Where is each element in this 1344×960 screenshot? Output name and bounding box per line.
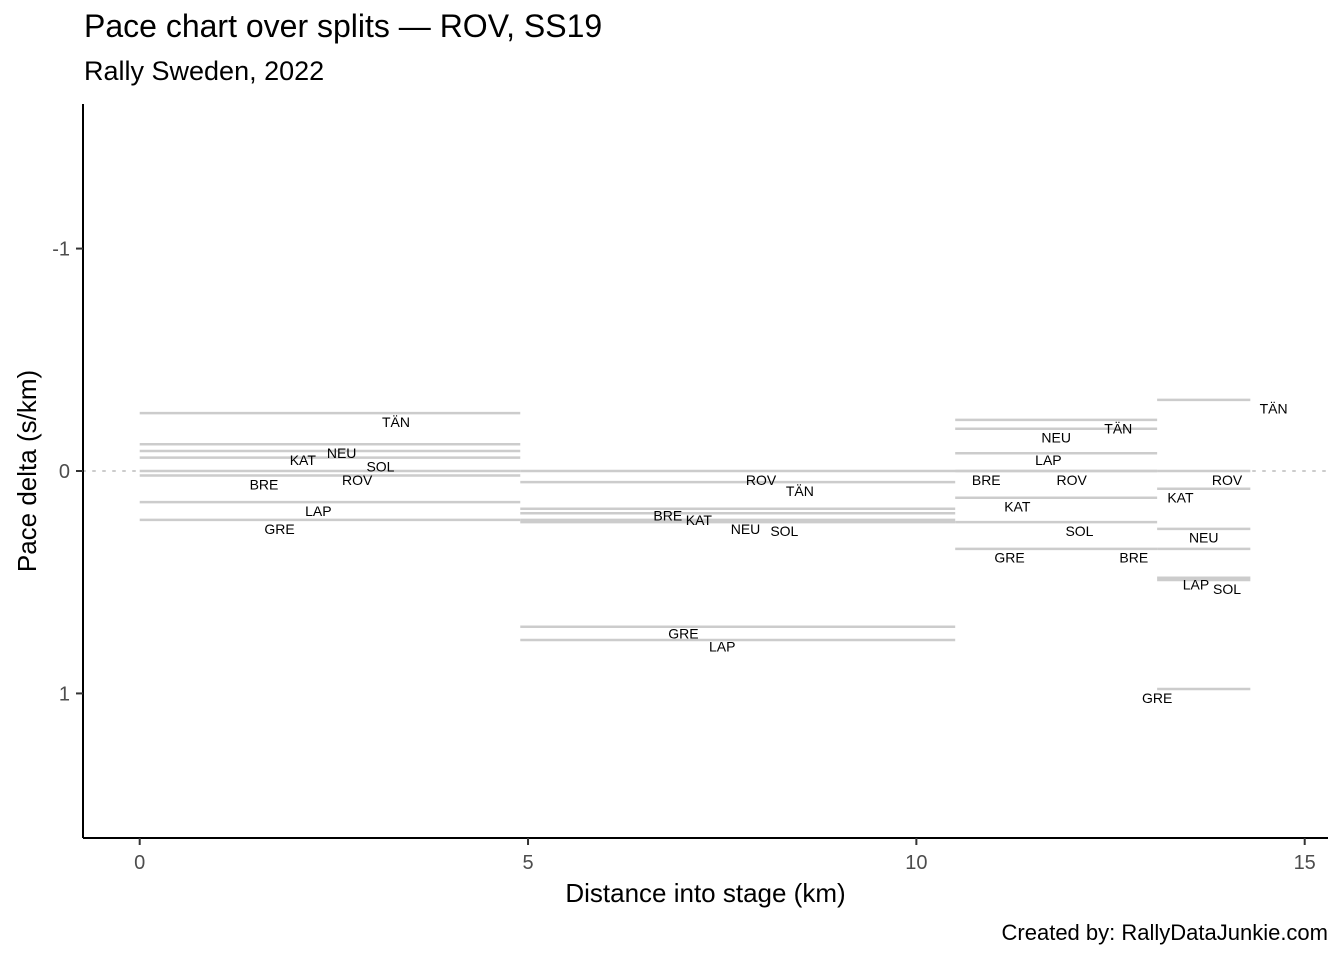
segment-label-KAT-split-2: KAT: [686, 512, 713, 528]
x-tick-label: 0: [134, 852, 145, 874]
segment-label-LAP-split-3: LAP: [1035, 452, 1061, 468]
plot-area: TÄN TÄN TÄN TÄN NEU NEU NEU NEU KAT KAT KAT KAT SOL S…: [82, 398, 1329, 706]
segment-label-GRE-split-3: GRE: [994, 550, 1024, 566]
segment-label-SOL-split-3: SOL: [1065, 523, 1093, 539]
x-tick-label: 10: [905, 852, 927, 874]
segment-label-ROV-split-2: ROV: [746, 472, 777, 488]
segment-labels-group: TÄN TÄN TÄN TÄN NEU NEU NEU NEU KAT KAT KAT KAT SOL S…: [250, 401, 1288, 706]
chart-subtitle: Rally Sweden, 2022: [84, 56, 325, 86]
segment-label-LAP-split-4: LAP: [1183, 576, 1209, 592]
x-tick-label: 15: [1294, 852, 1316, 874]
segment-label-GRE-split-4: GRE: [1142, 690, 1172, 706]
segments-group: [139, 398, 1251, 691]
segment-label-LAP-split-2: LAP: [709, 639, 735, 655]
segment-label-KAT-split-4: KAT: [1167, 490, 1194, 506]
segment-label-NEU-split-2: NEU: [731, 521, 761, 537]
segment-label-SOL-split-4: SOL: [1213, 581, 1241, 597]
segment-label-NEU-split-1: NEU: [327, 445, 357, 461]
segment-label-BRE-split-2: BRE: [653, 507, 682, 523]
segment-label-TÄN-split-4: TÄN: [1260, 401, 1288, 417]
segment-label-SOL-split-2: SOL: [770, 523, 798, 539]
x-tick-label: 5: [522, 852, 533, 874]
segment-label-KAT-split-3: KAT: [1004, 499, 1031, 515]
x-axis-title: Distance into stage (km): [565, 878, 845, 908]
y-tick-label: 1: [59, 683, 70, 705]
y-axis-ticks: -1 0 1: [52, 239, 83, 705]
segment-label-GRE-split-1: GRE: [264, 521, 294, 537]
segment-label-NEU-split-3: NEU: [1041, 430, 1071, 446]
segment-label-GRE-split-2: GRE: [668, 625, 698, 641]
segment-label-BRE-split-4: BRE: [1119, 550, 1148, 566]
segment-label-SOL-split-1: SOL: [366, 459, 394, 475]
y-tick-label: -1: [52, 239, 70, 261]
chart-caption: Created by: RallyDataJunkie.com: [1001, 920, 1328, 945]
segment-label-TÄN-split-3: TÄN: [1104, 421, 1132, 437]
segment-label-ROV-split-1: ROV: [342, 472, 373, 488]
x-axis-ticks: 0 5 10 15: [134, 838, 1316, 874]
segment-label-BRE-split-3: BRE: [972, 472, 1001, 488]
segment-label-ROV-split-3: ROV: [1057, 472, 1088, 488]
segment-label-ROV-split-4: ROV: [1212, 472, 1243, 488]
segment-label-BRE-split-1: BRE: [250, 476, 279, 492]
y-tick-label: 0: [59, 461, 70, 483]
chart-title: Pace chart over splits — ROV, SS19: [84, 8, 603, 44]
segment-label-NEU-split-4: NEU: [1189, 530, 1219, 546]
segment-label-KAT-split-1: KAT: [290, 452, 317, 468]
segment-label-TÄN-split-1: TÄN: [382, 414, 410, 430]
segment-label-LAP-split-1: LAP: [305, 503, 331, 519]
y-axis-title: Pace delta (s/km): [12, 370, 42, 572]
segment-label-TÄN-split-2: TÄN: [786, 483, 814, 499]
